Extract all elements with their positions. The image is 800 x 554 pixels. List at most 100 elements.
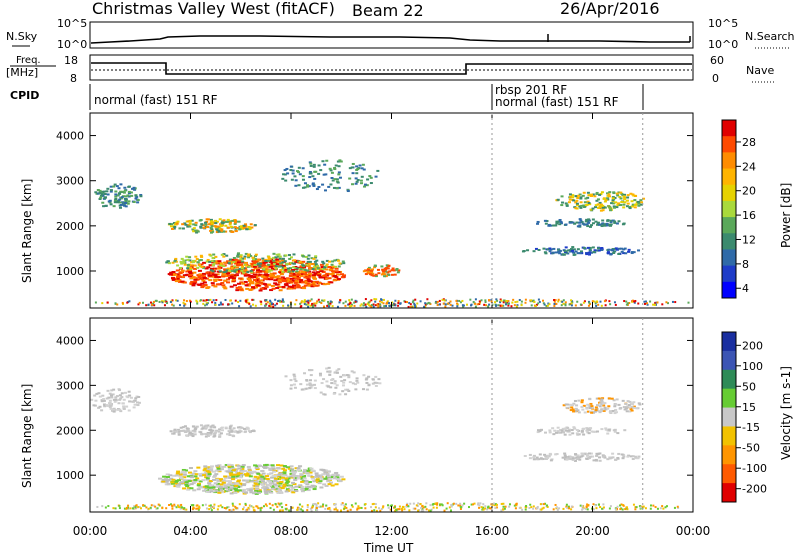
echo-cell — [654, 506, 657, 509]
freq-panel: Freq. [MHz] 18 8 60 0 Nave — [6, 54, 775, 85]
echo-cell — [110, 396, 114, 399]
echo-cell — [303, 271, 308, 274]
echo-cell — [296, 477, 301, 480]
echo-cell — [595, 507, 598, 510]
echo-cell — [355, 300, 358, 303]
echo-cell — [311, 505, 314, 508]
echo-cell — [287, 268, 291, 271]
echo-cell — [656, 507, 659, 510]
echo-cell — [653, 303, 656, 306]
echo-cell — [429, 509, 432, 512]
echo-cell — [281, 257, 285, 260]
echo-cell — [297, 171, 301, 174]
echo-cell — [97, 406, 101, 409]
echo-cell — [166, 483, 171, 486]
echo-cell — [503, 507, 506, 510]
echo-cell — [354, 388, 358, 391]
echo-cell — [155, 507, 158, 510]
echo-cell — [331, 305, 334, 308]
echo-cell — [268, 484, 273, 487]
echo-cell — [239, 225, 243, 228]
echo-cell — [573, 206, 577, 209]
echo-cell — [298, 486, 303, 489]
echo-cell — [558, 507, 561, 510]
echo-cell — [283, 474, 288, 477]
echo-cell — [565, 505, 568, 508]
echo-cell — [289, 379, 293, 382]
echo-cell — [251, 286, 256, 289]
echo-cell — [305, 472, 310, 475]
echo-cell — [579, 197, 583, 200]
echo-cell — [611, 248, 615, 251]
echo-cell — [344, 300, 347, 303]
echo-cell — [118, 504, 121, 507]
echo-cell — [374, 503, 377, 506]
echo-cell — [543, 219, 547, 222]
echo-cell — [215, 278, 220, 281]
echo-cell — [508, 505, 511, 508]
echo-cell — [265, 303, 268, 306]
echo-cell — [300, 273, 305, 276]
echo-cell — [432, 506, 435, 509]
echo-cell — [205, 302, 208, 305]
echo-cell — [604, 304, 607, 307]
echo-cell — [372, 502, 375, 505]
echo-cell — [231, 302, 234, 305]
echo-cell — [484, 301, 487, 304]
echo-cell — [322, 483, 327, 486]
echo-cell — [299, 268, 303, 271]
colorbar-swatch — [722, 217, 736, 234]
echo-cell — [196, 266, 200, 269]
echo-cell — [104, 506, 107, 509]
echo-cell — [291, 481, 296, 484]
echo-cell — [123, 204, 127, 207]
echo-cell — [602, 503, 605, 506]
echo-cell — [239, 473, 244, 476]
echo-cell — [170, 227, 174, 230]
echo-cell — [224, 224, 228, 227]
echo-cell — [546, 248, 550, 251]
echo-cell — [231, 219, 235, 222]
echo-cell — [603, 402, 607, 405]
echo-cell — [194, 229, 198, 232]
echo-cell — [494, 301, 497, 304]
echo-cell — [157, 503, 160, 506]
echo-cell — [293, 267, 297, 270]
echo-cell — [500, 502, 503, 505]
echo-cell — [213, 219, 217, 222]
echo-cell — [161, 480, 166, 483]
echo-cell — [257, 266, 262, 269]
echo-cell — [461, 299, 464, 302]
echo-cell — [269, 491, 274, 494]
echo-cell — [575, 432, 579, 435]
echo-cell — [277, 478, 282, 481]
echo-cell — [575, 429, 579, 432]
echo-cell — [120, 196, 124, 199]
echo-cell — [564, 304, 567, 307]
ytick-label: 1000 — [56, 469, 84, 482]
echo-cell — [366, 302, 369, 305]
echo-cell — [285, 262, 289, 265]
echo-cell — [296, 266, 301, 269]
echo-cell — [294, 277, 299, 280]
echo-cell — [534, 305, 537, 308]
echo-cell — [264, 299, 267, 302]
echo-cell — [367, 384, 371, 387]
echo-cell — [622, 222, 626, 225]
echo-cell — [227, 271, 232, 274]
echo-cell — [606, 407, 610, 410]
echo-cell — [194, 427, 198, 430]
echo-cell — [230, 267, 234, 270]
echo-cell — [249, 274, 254, 277]
echo-cell — [532, 250, 536, 253]
echo-cell — [266, 275, 271, 278]
echo-cell — [564, 246, 568, 249]
echo-cell — [211, 270, 215, 273]
echo-cell — [284, 482, 289, 485]
echo-cell — [539, 428, 543, 431]
echo-cell — [312, 163, 316, 166]
echo-cell — [548, 431, 552, 434]
echo-cell — [500, 299, 503, 302]
echo-cell — [305, 383, 309, 386]
echo-cell — [588, 406, 592, 409]
